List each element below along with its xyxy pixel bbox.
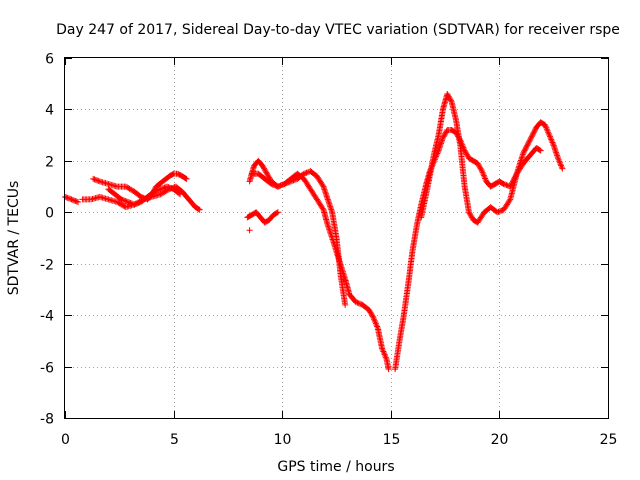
series-track-i — [418, 91, 566, 226]
series-track-g — [248, 170, 392, 373]
series-track-d — [105, 183, 184, 208]
data-points-track-i — [418, 91, 566, 226]
axis-ticks — [65, 58, 609, 419]
x-tick-labels: 0 5 10 15 20 25 — [61, 432, 617, 448]
x-tick-label: 10 — [274, 432, 292, 448]
x-tick-label: 5 — [170, 432, 179, 448]
y-tick-label: -6 — [40, 361, 54, 377]
x-tick-label: 15 — [383, 432, 401, 448]
y-tick-labels: -8 -6 -4 -2 0 2 4 6 — [40, 52, 54, 428]
y-tick-label: -4 — [40, 309, 54, 325]
data-point — [246, 227, 253, 234]
y-tick-label: 4 — [45, 103, 54, 119]
chart-title: Day 247 of 2017, Sidereal Day-to-day VTE… — [56, 22, 620, 38]
y-tick-label: 0 — [45, 206, 54, 222]
y-tick-label: 2 — [45, 155, 54, 171]
plot-frame — [64, 57, 609, 419]
data-points-track-e — [244, 209, 281, 226]
data-marks — [62, 91, 566, 373]
x-tick-label: 0 — [61, 432, 70, 448]
series-track-e — [244, 209, 281, 226]
x-tick-label: 25 — [600, 432, 618, 448]
data-points-track-d — [105, 183, 184, 208]
y-tick-label: -8 — [40, 412, 54, 428]
x-tick-label: 20 — [491, 432, 509, 448]
y-axis-label: SDTVAR / TECUs — [6, 181, 22, 296]
x-axis-label: GPS time / hours — [277, 459, 394, 475]
y-tick-label: 6 — [45, 52, 54, 68]
series-stray — [246, 227, 253, 234]
data-points-track-g — [248, 170, 392, 373]
y-tick-label: -2 — [40, 258, 54, 274]
